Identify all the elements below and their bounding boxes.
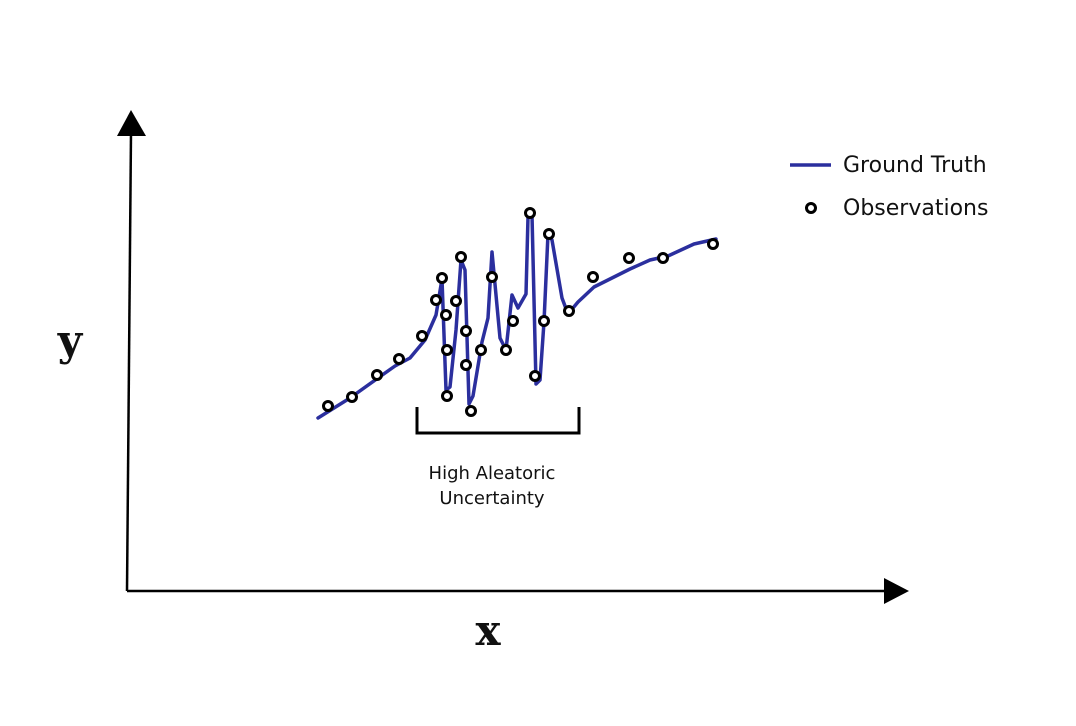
- legend-observation-swatch: [805, 202, 817, 214]
- observation-point: [322, 400, 334, 412]
- observation-point: [371, 369, 383, 381]
- y-axis-arrowhead: [117, 110, 146, 136]
- observation-point: [587, 271, 599, 283]
- observation-point: [436, 272, 448, 284]
- observation-point: [486, 271, 498, 283]
- observation-point: [707, 238, 719, 250]
- observation-point: [529, 370, 541, 382]
- x-axis-label: x: [475, 606, 501, 655]
- legend-observations-label: Observations: [843, 196, 988, 221]
- observation-point: [507, 315, 519, 327]
- uncertainty-bracket: [415, 407, 581, 435]
- observation-point: [441, 390, 453, 402]
- observation-point: [393, 353, 405, 365]
- observation-point: [475, 344, 487, 356]
- ground-truth-curve: [316, 213, 718, 420]
- observation-point: [460, 359, 472, 371]
- y-axis-label: y: [57, 316, 84, 365]
- observation-point: [450, 295, 462, 307]
- legend-ground-truth-label: Ground Truth: [843, 153, 987, 178]
- observation-point: [455, 251, 467, 263]
- observation-point: [416, 330, 428, 342]
- observation-point: [500, 344, 512, 356]
- annotation-line-2: Uncertainty: [439, 488, 545, 509]
- observation-point: [543, 228, 555, 240]
- observation-point: [538, 315, 550, 327]
- x-axis-arrowhead: [884, 578, 909, 604]
- observation-point: [623, 252, 635, 264]
- observation-point: [460, 325, 472, 337]
- observation-point: [346, 391, 358, 403]
- legend: Ground Truth Observations: [790, 153, 988, 221]
- observation-point: [657, 252, 669, 264]
- uncertainty-annotation: High Aleatoric Uncertainty: [415, 407, 581, 509]
- observation-point: [563, 305, 575, 317]
- observation-point: [465, 405, 477, 417]
- y-axis-line: [125, 131, 133, 592]
- axes: y x: [57, 110, 909, 655]
- observation-point: [441, 344, 453, 356]
- observation-point: [524, 207, 536, 219]
- annotation-line-1: High Aleatoric: [429, 463, 556, 484]
- observations: [322, 207, 719, 417]
- observation-point: [430, 294, 442, 306]
- observation-point: [440, 309, 452, 321]
